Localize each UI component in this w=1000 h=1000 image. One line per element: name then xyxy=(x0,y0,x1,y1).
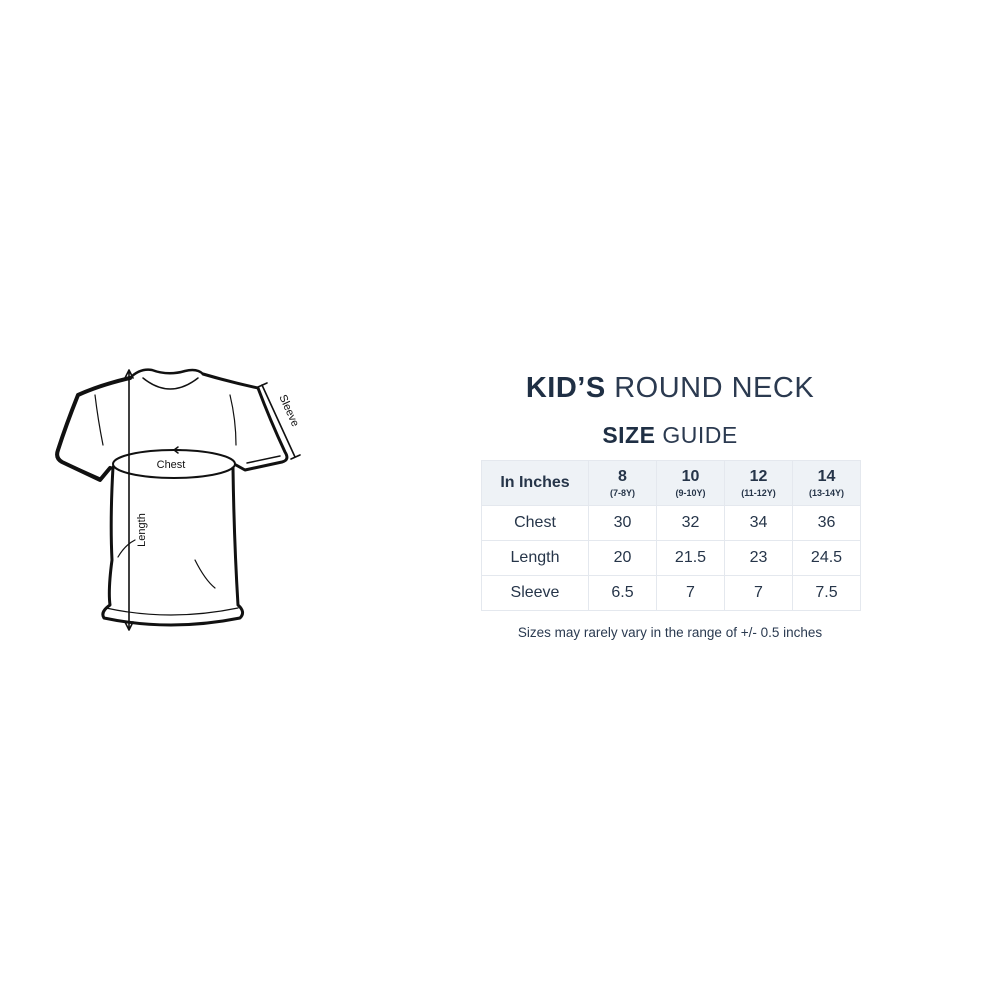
length-label: Length xyxy=(136,513,148,547)
tshirt-diagram: Chest Length Sleeve xyxy=(55,368,301,631)
left-sleeve xyxy=(55,376,132,482)
row-label: Length xyxy=(481,540,589,576)
collar xyxy=(128,368,205,380)
cell: 6.5 xyxy=(588,575,657,611)
title-light: ROUND NECK xyxy=(614,372,815,404)
row-label: Chest xyxy=(481,505,589,541)
column-header: 8 (7-8Y) xyxy=(588,460,657,506)
size-note: Sizes may rarely vary in the range of +/… xyxy=(517,625,823,640)
cell: 36 xyxy=(792,505,861,541)
size-table: In Inches 8 (7-8Y) 10 (9-10Y) 12 (11-12Y) 1… xyxy=(481,460,861,611)
table-row: Length 20 21.5 23 24.5 xyxy=(481,540,861,576)
cell: 7.5 xyxy=(792,575,861,611)
cell: 24.5 xyxy=(792,540,861,576)
cell: 7 xyxy=(656,575,725,611)
subtitle-light: GUIDE xyxy=(662,422,738,448)
length-measure xyxy=(124,369,134,631)
right-sleeve xyxy=(201,372,289,472)
column-header: 14 (13-14Y) xyxy=(792,460,861,506)
cell: 7 xyxy=(724,575,793,611)
sleeve-measure xyxy=(257,382,301,460)
corner-header: In Inches xyxy=(481,460,589,506)
page-subtitle: SIZE GUIDE xyxy=(470,422,870,449)
cell: 21.5 xyxy=(656,540,725,576)
table-header-row: In Inches 8 (7-8Y) 10 (9-10Y) 12 (11-12Y) 1… xyxy=(481,460,861,506)
column-header: 12 (11-12Y) xyxy=(724,460,793,506)
table-row: Sleeve 6.5 7 7 7.5 xyxy=(481,575,861,611)
cell: 30 xyxy=(588,505,657,541)
column-header: 10 (9-10Y) xyxy=(656,460,725,506)
body-left xyxy=(101,465,245,627)
title-bold: KID’S xyxy=(525,372,606,404)
subtitle-bold: SIZE xyxy=(602,422,656,448)
chest-label: Chest xyxy=(157,459,186,471)
cell: 20 xyxy=(588,540,657,576)
page-title: KID’S ROUND NECK xyxy=(470,372,870,405)
cell: 34 xyxy=(724,505,793,541)
table-row: Chest 30 32 34 36 xyxy=(481,505,861,541)
cell: 23 xyxy=(724,540,793,576)
row-label: Sleeve xyxy=(481,575,589,611)
cell: 32 xyxy=(656,505,725,541)
